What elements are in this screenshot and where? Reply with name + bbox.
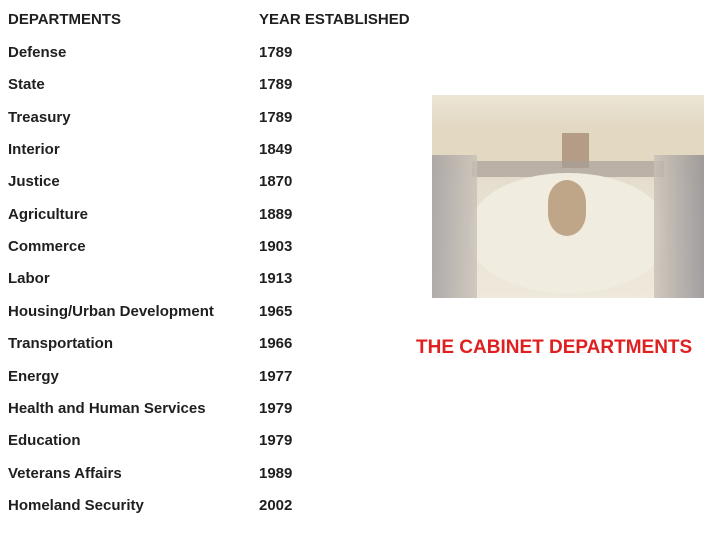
year-cell: 1977 [259,367,293,385]
table-row: Labor 1913 [8,270,428,290]
table-row: Justice 1870 [8,173,428,193]
department-cell: State [8,76,45,94]
cabinet-meeting-photo [432,95,704,298]
year-cell: 1903 [259,238,293,256]
department-cell: Veterans Affairs [8,464,122,482]
table-row: Health and Human Services 1979 [8,400,428,420]
table-row: Veterans Affairs 1989 [8,465,428,485]
table-row: Housing/Urban Development 1965 [8,303,428,323]
department-cell: Commerce [8,238,86,256]
department-cell: Agriculture [8,205,89,223]
year-cell: 1789 [259,44,293,61]
header-year-established: YEAR ESTABLISHED [259,11,410,28]
department-cell: Energy [8,367,59,385]
department-cell: Justice [8,173,60,191]
table-row: Homeland Security 2002 [8,497,428,517]
department-cell: Interior [8,141,60,159]
department-cell: Homeland Security [8,496,144,514]
table-row: State 1789 [8,76,428,96]
year-cell: 1966 [259,335,293,353]
year-cell: 1979 [259,432,293,450]
table-row: Commerce 1903 [8,238,428,258]
header-departments: DEPARTMENTS [8,11,122,28]
year-cell: 1789 [259,108,293,126]
department-cell: Transportation [8,335,114,353]
table-row: Defense 1789 [8,44,428,64]
table-row: Education 1979 [8,432,428,452]
table-row: Treasury 1789 [8,109,428,129]
department-cell: Defense [8,44,67,61]
table-row: Interior 1849 [8,141,428,161]
year-cell: 1870 [259,173,293,191]
year-cell: 1965 [259,302,293,320]
year-cell: 1979 [259,399,293,417]
year-cell: 1989 [259,464,293,482]
year-cell: 1849 [259,141,293,159]
year-cell: 1789 [259,76,293,94]
table-row: Transportation 1966 [8,335,428,355]
table-row: Agriculture 1889 [8,206,428,226]
department-cell: Treasury [8,108,71,126]
department-cell: Labor [8,270,50,288]
slide-caption: THE CABINET DEPARTMENTS [416,337,693,358]
year-cell: 1913 [259,270,293,288]
year-cell: 1889 [259,205,293,223]
table-header: DEPARTMENTS YEAR ESTABLISHED [8,11,428,31]
department-cell: Housing/Urban Development [8,302,214,320]
year-cell: 2002 [259,496,293,514]
department-cell: Health and Human Services [8,399,206,417]
department-cell: Education [8,432,81,450]
table-row: Energy 1977 [8,368,428,388]
